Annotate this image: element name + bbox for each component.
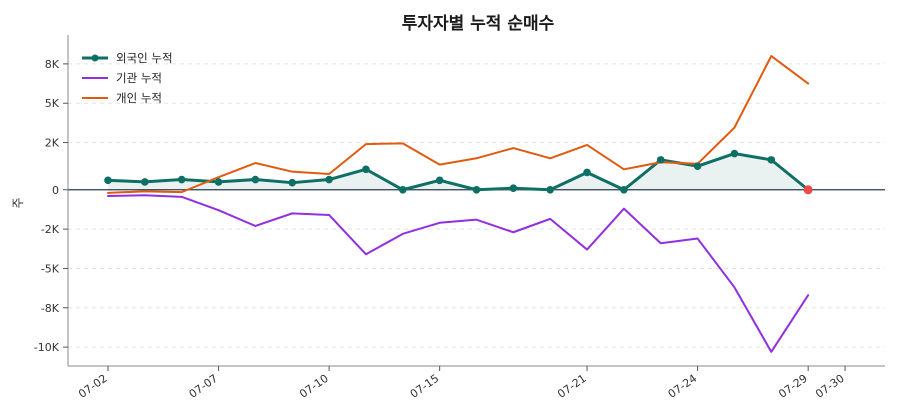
x-tick-label: 07-21: [555, 372, 589, 401]
data-point: [656, 156, 665, 164]
data-point: [362, 165, 370, 174]
data-point: [251, 175, 260, 184]
data-point: [472, 185, 481, 194]
y-axis-label: 주: [11, 197, 25, 208]
x-tick-label: 07-02: [76, 372, 110, 401]
data-point: [214, 178, 223, 186]
x-tick-label: 07-15: [408, 372, 442, 401]
y-tick-label: -2K: [41, 223, 60, 236]
x-tick-label: 07-29: [776, 372, 810, 401]
legend-marker: [91, 54, 99, 62]
y-tick-label: -5K: [41, 262, 60, 275]
x-tick-label: 07-30: [813, 372, 847, 401]
chart-title: 투자자별 누적 순매수: [402, 14, 555, 34]
legend-label: 외국인 누적: [116, 51, 173, 65]
y-tick-label: 8K: [45, 58, 60, 71]
legend-label: 개인 누적: [116, 91, 162, 105]
data-point: [288, 178, 297, 187]
data-point: [509, 184, 518, 192]
data-point: [141, 178, 149, 186]
fill-layer: [108, 153, 809, 190]
y-tick-label: 5K: [45, 97, 60, 110]
y-tick-label: -8K: [41, 302, 60, 315]
data-point: [730, 149, 739, 158]
y-tick-label: 0: [52, 184, 59, 197]
x-tick-label: 07-24: [666, 372, 700, 401]
data-point: [177, 175, 186, 184]
data-point: [546, 185, 554, 194]
data-point: [104, 176, 112, 185]
last-point-marker: [803, 185, 813, 195]
marker-layer: [104, 149, 813, 195]
data-point: [693, 162, 702, 170]
data-point: [767, 156, 776, 164]
series-area-fill: [108, 153, 809, 190]
x-tick-label: 07-10: [297, 372, 331, 401]
legend-label: 기관 누적: [116, 71, 162, 85]
y-tick-layer: 8K 5K 2K 0 -2K -5K -8K -10K: [34, 58, 68, 354]
series-line: [107, 194, 810, 353]
series-layer: [106, 55, 810, 353]
x-tick-label: 07-07: [187, 372, 221, 401]
y-tick-label: -10K: [34, 341, 60, 354]
data-point: [435, 176, 444, 185]
data-point: [583, 168, 591, 177]
x-tick-layer: 07-02 07-07 07-10 07-15 07-21 07-24 07-29 07-30: [76, 366, 847, 401]
data-point: [325, 175, 333, 184]
data-point: [620, 185, 628, 194]
series-line: [107, 55, 810, 194]
data-point: [399, 185, 407, 194]
axes-layer: [67, 35, 885, 367]
series-line: [106, 152, 810, 192]
y-tick-label: 2K: [45, 137, 60, 150]
grid-layer: [68, 63, 885, 348]
